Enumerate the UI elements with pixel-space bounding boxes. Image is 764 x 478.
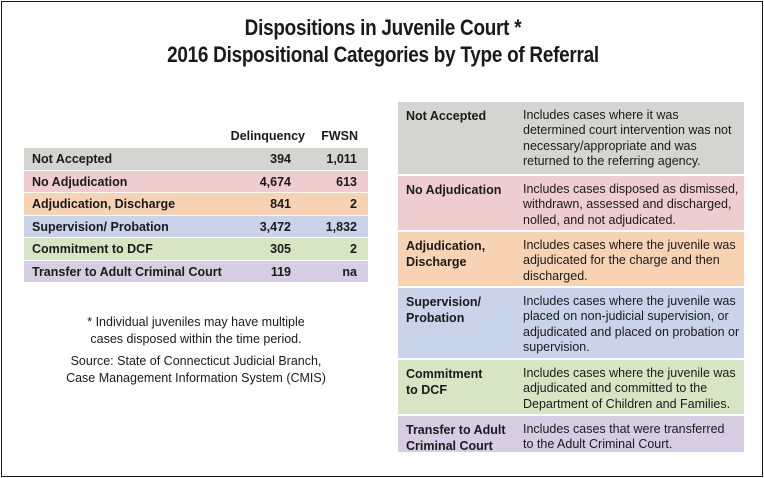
fwsn-cell: 2 <box>350 197 357 211</box>
definition-description-line: determined court intervention was not <box>523 123 732 138</box>
fwsn-cell: 1,011 <box>326 152 357 166</box>
definition-row: Commitment to DCF Includes cases where the… <box>398 360 744 416</box>
definition-description-line: returned to the referring agency. <box>523 154 701 169</box>
footnote-line-1: * Individual juveniles may have multiple <box>87 315 305 329</box>
definition-description-line: Includes cases disposed as dismissed, <box>523 182 739 196</box>
fwsn-cell: na <box>342 264 357 279</box>
definition-term: Transfer to Adult Criminal Court <box>406 422 512 454</box>
definition-term: No Adjudication <box>406 182 512 198</box>
definition-row: Adjudication, Discharge Includes cases whe… <box>398 232 744 288</box>
definition-description: Includes cases where the juvenile was pla… <box>523 294 740 356</box>
definition-description-line: placed on non-judicial supervision, or <box>523 309 729 324</box>
category-cell: No Adjudication <box>32 174 128 189</box>
definition-description-line: withdrawn, assessed and discharged, <box>523 197 732 212</box>
title-line-1: Dispositions in Juvenile Court * <box>244 15 522 40</box>
summary-row: Commitment to DCF 305 2 <box>24 238 368 261</box>
fwsn-cell: 613 <box>336 174 357 189</box>
definition-term: Supervision/Probation <box>406 294 512 326</box>
definition-term-line: Criminal Court <box>406 439 493 453</box>
category-cell: Commitment to DCF <box>32 242 153 256</box>
definition-description: Includes cases where the juvenile was adj… <box>523 366 737 412</box>
definition-description-line: Includes cases that were transferred <box>523 422 725 436</box>
source-line-2: Case Management Information System (CMIS… <box>66 371 326 385</box>
source-note: Source: State of Connecticut Judicial Br… <box>24 353 368 387</box>
fwsn-cell: 2 <box>350 242 357 256</box>
definition-term-line: Discharge <box>406 255 467 269</box>
delinquency-cell: 119 <box>270 264 291 279</box>
footnote-line-2: cases disposed within the time period. <box>90 332 302 346</box>
summary-table-header: Delinquency FWSN <box>24 126 368 148</box>
definition-description-line: Includes cases where the juvenile was <box>523 294 736 308</box>
definition-term: Not Accepted <box>406 108 512 124</box>
definition-description-line: Includes cases where the juvenile was <box>523 366 736 380</box>
definition-term-line: No Adjudication <box>406 183 502 197</box>
summary-row: Supervision/ Probation 3,472 1,832 <box>24 215 368 238</box>
definition-row: Transfer to Adult Criminal Court Includes … <box>398 416 744 454</box>
summary-row: No Adjudication 4,674 613 <box>24 170 368 193</box>
definition-description: Includes cases where it was determined co… <box>523 108 737 170</box>
delinquency-cell: 305 <box>270 242 291 256</box>
definition-description-line: necessary/appropriate and was <box>523 138 697 153</box>
definition-term: Adjudication, Discharge <box>406 238 512 270</box>
definition-description-line: Department of Children and Families. <box>523 396 731 411</box>
definition-description-line: Includes cases where it was <box>523 108 679 122</box>
definition-term-line: Supervision/ <box>406 295 482 309</box>
footnote: * Individual juveniles may have multiple… <box>24 314 368 348</box>
definition-description-line: discharged. <box>523 268 588 283</box>
definition-description-line: supervision. <box>523 340 590 355</box>
definition-term: Commitment to DCF <box>406 366 512 398</box>
definition-description-line: adjudicated and committed to the <box>523 381 708 396</box>
definition-term-line: Not Accepted <box>406 109 487 123</box>
title-line-2: 2016 Dispositional Categories by Type of… <box>167 42 599 67</box>
category-cell: Transfer to Adult Criminal Court <box>32 264 222 279</box>
definition-term-line: Probation <box>406 311 465 325</box>
definition-term-line: Commitment <box>406 367 483 381</box>
delinquency-cell: 3,472 <box>259 219 291 234</box>
summary-row: Not Accepted 394 1,011 <box>24 148 368 171</box>
definition-description: Includes cases disposed as dismissed, wit… <box>523 182 739 228</box>
delinquency-column-header: Delinquency <box>230 129 305 143</box>
source-line-1: Source: State of Connecticut Judicial Br… <box>70 354 322 368</box>
definition-description-line: Includes cases where the juvenile was <box>523 238 736 252</box>
summary-row: Transfer to Adult Criminal Court 119 na <box>24 260 368 283</box>
definition-row: No Adjudication Includes cases disposed a… <box>398 176 744 232</box>
definition-description-line: adjudicated for the charge and then <box>523 253 720 268</box>
figure-title: Dispositions in Juvenile Court * 2016 Di… <box>55 14 710 68</box>
definition-row: Not Accepted Includes cases where it was d… <box>398 102 744 176</box>
summary-table: Delinquency FWSN Not Accepted 394 1,011 No … <box>24 126 368 283</box>
delinquency-cell: 841 <box>270 197 291 211</box>
definition-description: Includes cases where the juvenile was adj… <box>523 238 737 284</box>
category-cell: Not Accepted <box>32 152 113 166</box>
definition-term-line: Transfer to Adult <box>406 423 506 437</box>
definitions-table: Not Accepted Includes cases where it was d… <box>398 102 744 454</box>
category-cell: Supervision/ Probation <box>32 219 169 234</box>
summary-row: Adjudication, Discharge 841 2 <box>24 193 368 216</box>
category-cell: Adjudication, Discharge <box>32 197 176 211</box>
fwsn-column-header: FWSN <box>321 129 358 143</box>
definition-description-line: adjudicated and placed on probation or <box>523 324 740 339</box>
definition-description-line: to the Adult Criminal Court. <box>523 437 673 452</box>
definition-description-line: nolled, and not adjudicated. <box>523 212 676 227</box>
summary-table-body: Not Accepted 394 1,011 No Adjudication 4,674… <box>24 148 368 283</box>
fwsn-cell: 1,832 <box>325 219 357 234</box>
definition-term-line: to DCF <box>406 383 447 397</box>
delinquency-cell: 4,674 <box>259 174 291 189</box>
definition-row: Supervision/Probation Includes cases wher… <box>398 288 744 360</box>
delinquency-cell: 394 <box>270 152 291 166</box>
definition-term-line: Adjudication, <box>406 239 486 253</box>
definition-description: Includes cases that were transferred to t… <box>523 422 737 453</box>
